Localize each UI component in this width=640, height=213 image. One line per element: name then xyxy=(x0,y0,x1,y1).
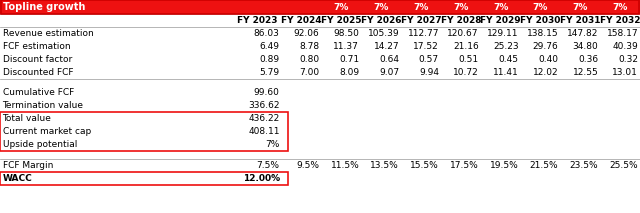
Text: FY 2031: FY 2031 xyxy=(560,16,600,25)
Text: 23.5%: 23.5% xyxy=(570,161,598,170)
Text: 40.39: 40.39 xyxy=(612,42,638,51)
Text: Upside potential: Upside potential xyxy=(3,140,77,149)
Text: 6.49: 6.49 xyxy=(260,42,280,51)
Text: 0.51: 0.51 xyxy=(459,55,479,64)
Text: 408.11: 408.11 xyxy=(248,127,280,136)
Text: 0.64: 0.64 xyxy=(379,55,399,64)
Text: 13.5%: 13.5% xyxy=(371,161,399,170)
Text: 12.00%: 12.00% xyxy=(243,174,280,183)
Text: 12.55: 12.55 xyxy=(573,68,598,77)
Text: 11.41: 11.41 xyxy=(493,68,518,77)
Text: 25.23: 25.23 xyxy=(493,42,518,51)
Text: 120.67: 120.67 xyxy=(447,29,479,38)
Text: 15.5%: 15.5% xyxy=(410,161,439,170)
Text: 336.62: 336.62 xyxy=(248,101,280,110)
Text: 34.80: 34.80 xyxy=(573,42,598,51)
Text: FY 2030: FY 2030 xyxy=(520,16,561,25)
Text: Topline growth: Topline growth xyxy=(3,2,85,12)
Text: 7%: 7% xyxy=(266,140,280,149)
Text: 436.22: 436.22 xyxy=(248,114,280,123)
Text: 14.27: 14.27 xyxy=(374,42,399,51)
Text: 9.5%: 9.5% xyxy=(296,161,319,170)
Text: 9.94: 9.94 xyxy=(419,68,439,77)
Text: FY 2024: FY 2024 xyxy=(281,16,322,25)
Text: 0.89: 0.89 xyxy=(260,55,280,64)
Text: 7%: 7% xyxy=(493,3,508,12)
Text: 13.01: 13.01 xyxy=(612,68,638,77)
Text: 11.5%: 11.5% xyxy=(331,161,359,170)
Text: 21.5%: 21.5% xyxy=(530,161,559,170)
Text: 29.76: 29.76 xyxy=(532,42,559,51)
Text: FY 2023: FY 2023 xyxy=(237,16,278,25)
Text: 112.77: 112.77 xyxy=(408,29,439,38)
Text: Total value: Total value xyxy=(3,114,51,123)
Text: 0.57: 0.57 xyxy=(419,55,439,64)
Text: FCF Margin: FCF Margin xyxy=(3,161,53,170)
Text: 7%: 7% xyxy=(532,3,548,12)
Text: 19.5%: 19.5% xyxy=(490,161,518,170)
Text: 9.07: 9.07 xyxy=(379,68,399,77)
Text: 8.78: 8.78 xyxy=(300,42,319,51)
Text: 0.80: 0.80 xyxy=(300,55,319,64)
Text: 11.37: 11.37 xyxy=(333,42,359,51)
Text: Cumulative FCF: Cumulative FCF xyxy=(3,88,74,97)
Text: 7%: 7% xyxy=(413,3,429,12)
Text: 5.79: 5.79 xyxy=(260,68,280,77)
Text: 92.06: 92.06 xyxy=(294,29,319,38)
Text: 147.82: 147.82 xyxy=(567,29,598,38)
Text: 129.11: 129.11 xyxy=(487,29,518,38)
Text: Current market cap: Current market cap xyxy=(3,127,91,136)
Text: 17.5%: 17.5% xyxy=(450,161,479,170)
Text: 158.17: 158.17 xyxy=(607,29,638,38)
Text: 7%: 7% xyxy=(453,3,468,12)
Text: WACC: WACC xyxy=(3,174,32,183)
Text: 86.03: 86.03 xyxy=(254,29,280,38)
Text: Discount factor: Discount factor xyxy=(3,55,72,64)
Text: 7%: 7% xyxy=(612,3,628,12)
Text: FCF estimation: FCF estimation xyxy=(3,42,70,51)
Text: FY 2032: FY 2032 xyxy=(600,16,640,25)
Text: Discounted FCF: Discounted FCF xyxy=(3,68,73,77)
Text: 138.15: 138.15 xyxy=(527,29,559,38)
Text: 21.16: 21.16 xyxy=(453,42,479,51)
Text: FY 2026: FY 2026 xyxy=(361,16,401,25)
Text: Revenue estimation: Revenue estimation xyxy=(3,29,93,38)
Text: 8.09: 8.09 xyxy=(339,68,359,77)
Text: 0.36: 0.36 xyxy=(578,55,598,64)
Text: 98.50: 98.50 xyxy=(333,29,359,38)
Text: 0.71: 0.71 xyxy=(339,55,359,64)
Text: 0.45: 0.45 xyxy=(499,55,518,64)
Text: 105.39: 105.39 xyxy=(367,29,399,38)
Text: 7%: 7% xyxy=(333,3,349,12)
Text: FY 2029: FY 2029 xyxy=(480,16,521,25)
Text: 99.60: 99.60 xyxy=(254,88,280,97)
Text: 12.02: 12.02 xyxy=(533,68,559,77)
Text: 7%: 7% xyxy=(573,3,588,12)
Text: 7.00: 7.00 xyxy=(300,68,319,77)
FancyBboxPatch shape xyxy=(0,0,640,14)
Text: 10.72: 10.72 xyxy=(453,68,479,77)
Text: 17.52: 17.52 xyxy=(413,42,439,51)
Text: 7.5%: 7.5% xyxy=(257,161,280,170)
Text: 25.5%: 25.5% xyxy=(609,161,638,170)
Text: FY 2025: FY 2025 xyxy=(321,16,362,25)
Text: 7%: 7% xyxy=(374,3,389,12)
Text: Termination value: Termination value xyxy=(3,101,84,110)
Text: 0.32: 0.32 xyxy=(618,55,638,64)
Text: FY 2027: FY 2027 xyxy=(401,16,442,25)
Text: 0.40: 0.40 xyxy=(538,55,559,64)
Text: FY 2028: FY 2028 xyxy=(440,16,481,25)
